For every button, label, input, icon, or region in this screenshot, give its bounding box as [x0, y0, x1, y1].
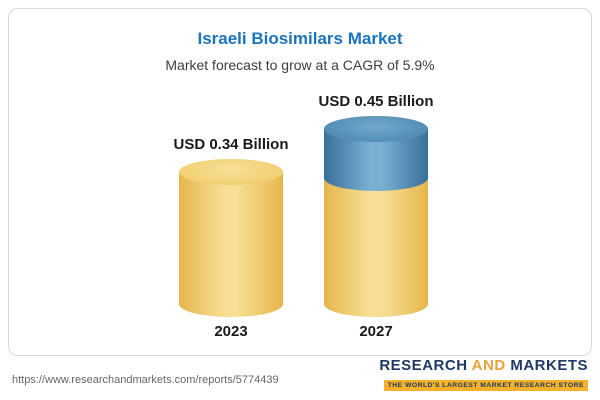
cylinder-bar-2027: [324, 116, 428, 317]
cylinder-top-ellipse-yellow: [179, 159, 283, 185]
value-label-2023: USD 0.34 Billion: [173, 136, 289, 153]
value-label-2027: USD 0.45 Billion: [318, 93, 434, 110]
cylinder-top-ellipse-blue: [324, 116, 428, 142]
logo-word-research: RESEARCH: [379, 357, 468, 374]
cylinder-body-yellow: [179, 172, 283, 317]
page-title: Israeli Biosimilars Market: [197, 29, 403, 48]
cylinder-bar-2023: [179, 159, 283, 317]
report-url-link[interactable]: https://www.researchandmarkets.com/repor…: [12, 374, 279, 386]
logo-word-and: AND: [471, 357, 506, 374]
page-subtitle: Market forecast to grow at a CAGR of 5.9…: [165, 57, 435, 73]
logo-tagline: THE WORLD'S LARGEST MARKET RESEARCH STOR…: [383, 380, 588, 391]
chart-area: USD 0.34 Billion 2023 USD 0.45 Billion 2…: [9, 9, 591, 355]
logo-wordmark: RESEARCH AND MARKETS: [379, 357, 588, 374]
logo-word-markets: MARKETS: [510, 357, 588, 374]
x-axis-label-2023: 2023: [214, 323, 248, 340]
x-axis-label-2027: 2027: [359, 323, 393, 340]
research-and-markets-logo: RESEARCH AND MARKETS THE WORLD'S LARGEST…: [379, 357, 588, 392]
bar-group-2027: USD 0.45 Billion 2027: [314, 92, 438, 340]
bar-group-2023: USD 0.34 Billion 2023: [169, 135, 293, 340]
footer: https://www.researchandmarkets.com/repor…: [0, 357, 600, 400]
chart-card: Israeli Biosimilars Market Market foreca…: [8, 8, 592, 356]
